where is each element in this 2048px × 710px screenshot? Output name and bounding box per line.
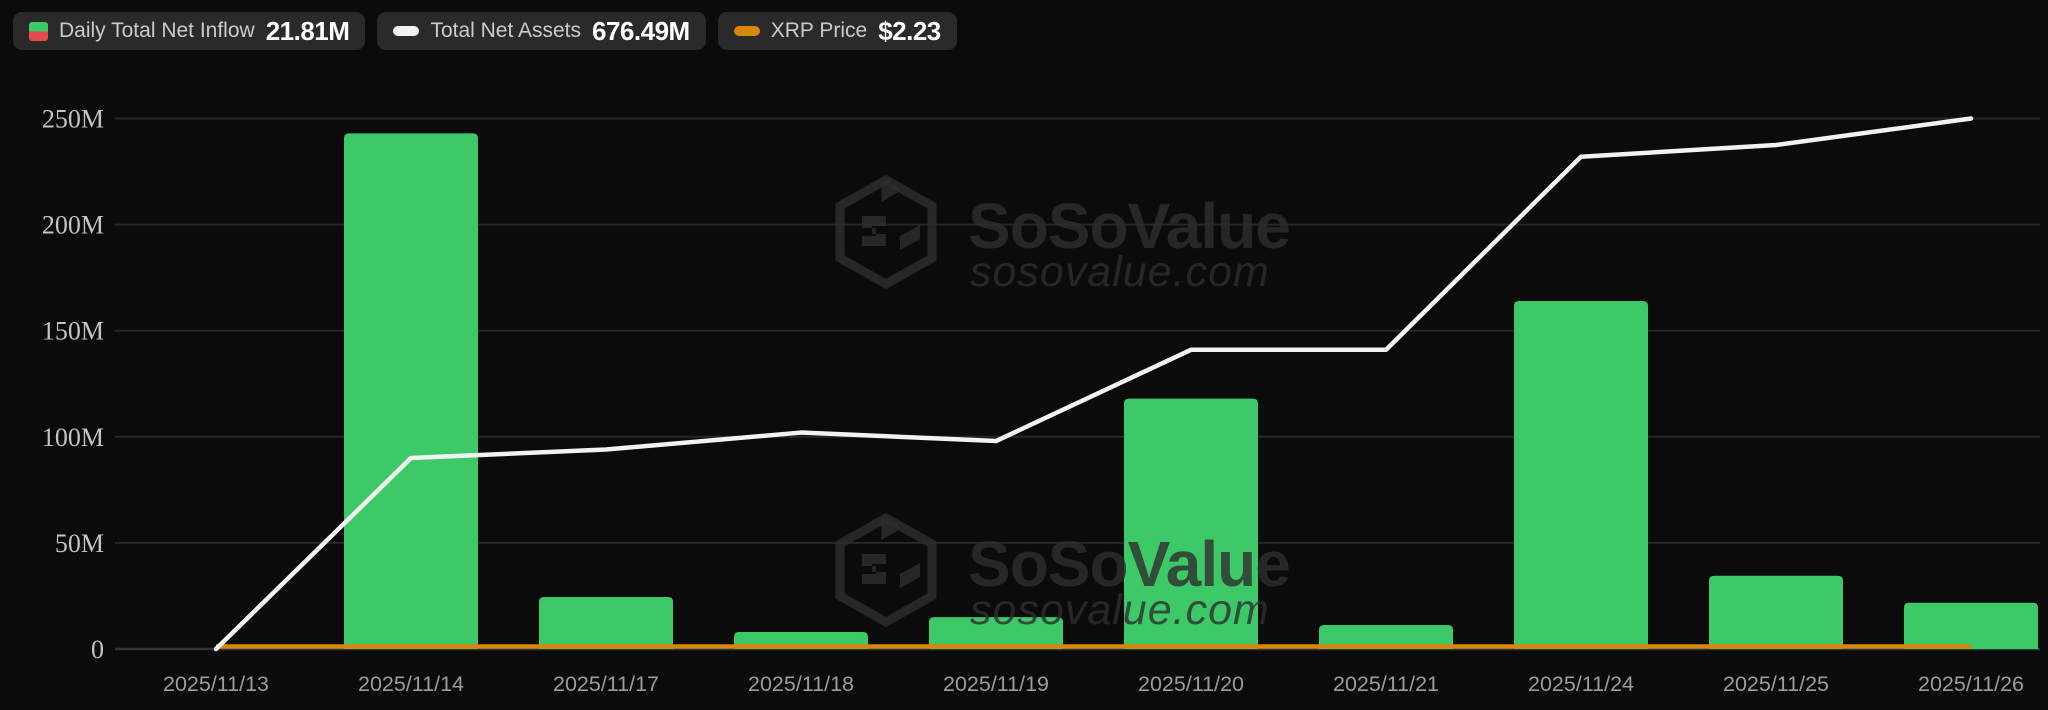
x-axis-label-2025/11/18: 2025/11/18 bbox=[748, 672, 854, 696]
bar-2025/11/20[interactable] bbox=[1124, 398, 1258, 649]
x-axis-label-2025/11/17: 2025/11/17 bbox=[553, 672, 659, 696]
watermark-brand: SoSoValue bbox=[968, 190, 1290, 262]
net-assets-line-icon bbox=[393, 26, 420, 36]
x-axis-label-2025/11/20: 2025/11/20 bbox=[1138, 672, 1244, 696]
legend-label: Daily Total Net Inflow bbox=[59, 19, 255, 42]
watermark-brand: SoSoValue bbox=[968, 528, 1290, 600]
legend-item-daily-total-net-inflow[interactable]: Daily Total Net Inflow 21.81M bbox=[13, 12, 366, 50]
y-axis-label-0: 0 bbox=[91, 635, 104, 664]
legend-item-xrp-price[interactable]: XRP Price $2.23 bbox=[717, 12, 957, 50]
legend-item-total-net-assets[interactable]: Total Net Assets 676.49M bbox=[377, 12, 706, 50]
x-axis-label-2025/11/26: 2025/11/26 bbox=[1918, 672, 2024, 696]
bar-2025/11/25[interactable] bbox=[1709, 575, 1843, 649]
y-axis-label-200M: 200M bbox=[42, 211, 104, 240]
bar-2025/11/17[interactable] bbox=[539, 597, 673, 649]
x-axis-label-2025/11/13: 2025/11/13 bbox=[163, 672, 269, 696]
bar-2025/11/19[interactable] bbox=[929, 617, 1063, 649]
sosovalue-cube-logo-icon bbox=[835, 512, 937, 628]
watermark-domain: sosovalue.com bbox=[970, 248, 1270, 296]
xrp-price-line-icon bbox=[733, 26, 760, 36]
legend-label: Total Net Assets bbox=[430, 19, 582, 42]
legend-value: $2.23 bbox=[878, 15, 941, 46]
watermark-domain: sosovalue.com bbox=[970, 586, 1270, 634]
bar-2025/11/24[interactable] bbox=[1514, 300, 1648, 649]
total-net-assets-line bbox=[213, 116, 1974, 652]
bar-2025/11/14[interactable] bbox=[344, 133, 478, 649]
y-axis-label-100M: 100M bbox=[42, 423, 104, 452]
inflow-outflow-icon bbox=[29, 21, 48, 41]
x-axis-label-2025/11/21: 2025/11/21 bbox=[1333, 672, 1439, 696]
x-axis-label-2025/11/19: 2025/11/19 bbox=[943, 672, 1049, 696]
x-axis-label-2025/11/14: 2025/11/14 bbox=[358, 672, 464, 696]
chart-legend: Daily Total Net Inflow 21.81M Total Net … bbox=[13, 12, 957, 50]
legend-value: 676.49M bbox=[592, 15, 690, 46]
x-axis-label-2025/11/25: 2025/11/25 bbox=[1723, 672, 1829, 696]
y-axis-label-250M: 250M bbox=[42, 105, 104, 134]
sosovalue-cube-logo-icon bbox=[835, 174, 937, 290]
bar-2025/11/26[interactable] bbox=[1904, 602, 2038, 649]
x-axis-label-2025/11/24: 2025/11/24 bbox=[1528, 672, 1634, 696]
y-axis-label-50M: 50M bbox=[55, 529, 104, 558]
bar-2025/11/21[interactable] bbox=[1319, 625, 1453, 649]
legend-value: 21.81M bbox=[265, 15, 350, 46]
legend-label: XRP Price bbox=[770, 19, 868, 42]
y-axis-label-150M: 150M bbox=[42, 317, 104, 346]
